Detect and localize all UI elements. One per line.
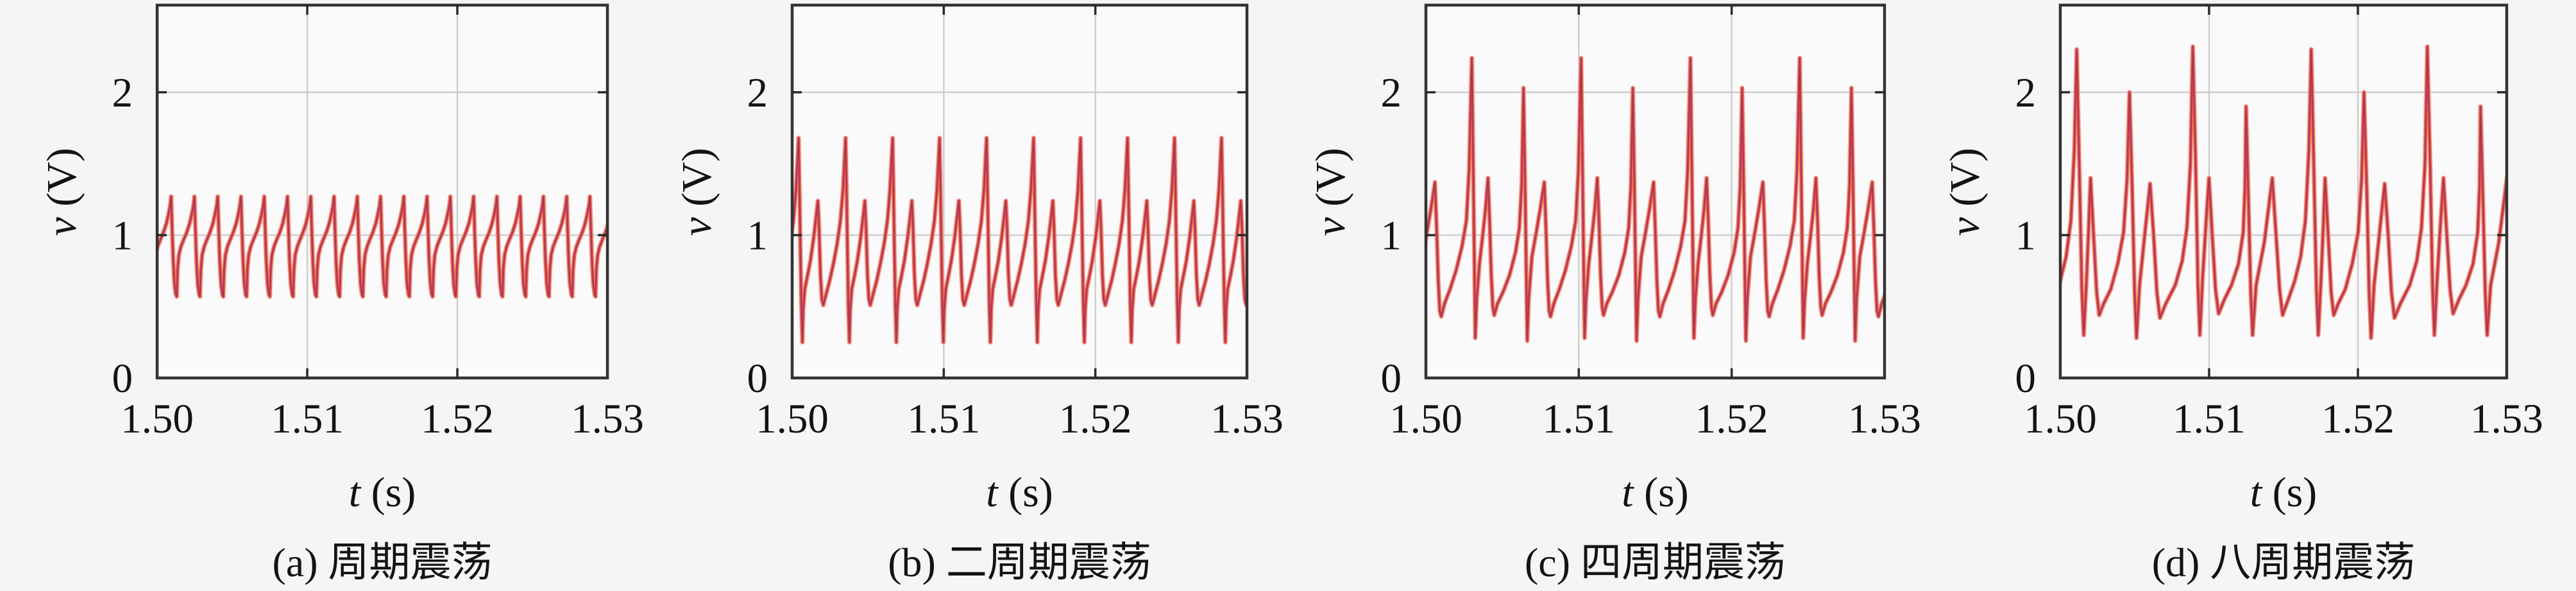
x-axis-unit: (s): [2262, 469, 2318, 516]
x-tick-label: 1.52: [421, 396, 494, 442]
x-tick-label: 1.52: [1059, 396, 1132, 442]
waveform-plot: 1.50 1.51 1.52 1.53 0 1 2: [112, 3, 644, 442]
y-axis-label: v (V): [38, 147, 85, 236]
y-axis-label: v (V): [1307, 147, 1354, 236]
y-tick-label: 1: [747, 212, 768, 259]
y-axis-unit: (V): [674, 147, 720, 217]
y-axis-unit: (V): [38, 147, 85, 217]
subplot-caption: (a) 周期震荡: [272, 540, 493, 585]
y-axis-unit: (V): [1307, 147, 1354, 217]
subplot-caption: (b) 二周期震荡: [888, 540, 1151, 585]
x-tick-label: 1.53: [571, 396, 644, 442]
x-tick-label: 1.51: [907, 396, 980, 442]
x-axis-label: t (s): [349, 472, 416, 514]
axes-box: [2058, 3, 2509, 380]
y-tick-label: 1: [2015, 212, 2037, 259]
subplot-panel-d: 1.50 1.51 1.52 1.53 0 1 2 v (V) t (s) (d) 八周期震…: [1932, 0, 2576, 591]
y-tick-label: 0: [2015, 355, 2037, 402]
y-axis-variable: v: [674, 216, 720, 236]
subplot-caption: (c) 四周期震荡: [1524, 540, 1786, 585]
y-axis-variable: v: [1307, 216, 1354, 236]
x-tick-label: 1.51: [2173, 396, 2246, 442]
y-axis-unit: (V): [1942, 147, 1988, 217]
x-axis-label: t (s): [2250, 472, 2318, 514]
x-axis-variable: t: [986, 469, 998, 516]
x-tick-label: 1.53: [2470, 396, 2543, 442]
subplot-panel-c: 1.50 1.51 1.52 1.53 0 1 2 v (V) t (s) (c) 四周期震…: [1288, 0, 1932, 591]
x-axis-label: t (s): [1622, 472, 1689, 514]
waveform-core-stroke: [158, 196, 606, 297]
x-tick-label: 1.53: [1210, 396, 1284, 442]
x-tick-label: 1.50: [1389, 396, 1462, 442]
subplot-caption: (d) 八周期震荡: [2151, 540, 2416, 585]
y-tick-label: 0: [1381, 355, 1402, 402]
waveform-core-stroke: [1427, 57, 1883, 341]
x-axis-variable: t: [1622, 469, 1634, 516]
x-tick-label: 1.51: [1542, 396, 1615, 442]
waveform-core-stroke: [793, 137, 1246, 343]
x-tick-label: 1.50: [756, 396, 829, 442]
y-tick-label: 0: [747, 355, 768, 402]
y-tick-label: 2: [2015, 70, 2037, 116]
x-tick-label: 1.51: [271, 396, 344, 442]
waveform-plot: 1.50 1.51 1.52 1.53 0 1 2: [2015, 3, 2543, 442]
x-tick-label: 1.50: [121, 396, 194, 442]
axes-box: [155, 3, 609, 380]
plot-area: [157, 5, 607, 378]
y-axis-variable: v: [38, 216, 85, 236]
x-axis-variable: t: [348, 469, 361, 516]
y-tick-label: 2: [112, 70, 133, 116]
y-axis-label: v (V): [1942, 147, 1988, 236]
waveform-core-stroke: [2062, 46, 2505, 339]
x-axis-variable: t: [2250, 469, 2262, 516]
x-tick-label: 1.52: [2321, 396, 2394, 442]
x-axis-unit: (s): [360, 469, 416, 516]
x-axis-unit: (s): [997, 469, 1053, 516]
waveform-plot: 1.50 1.51 1.52 1.53 0 1 2: [1381, 3, 1921, 442]
y-tick-label: 1: [1381, 212, 1402, 259]
subplot-panel-a: 1.50 1.51 1.52 1.53 0 1 2 v (V) t (s) (a) 周期震荡: [0, 0, 644, 591]
waveform-plot: 1.50 1.51 1.52 1.53 0 1 2: [747, 3, 1284, 442]
x-tick-label: 1.53: [1848, 396, 1921, 442]
x-axis-unit: (s): [1633, 469, 1689, 516]
x-tick-label: 1.52: [1695, 396, 1768, 442]
y-tick-label: 2: [1381, 70, 1402, 116]
subplot-panel-b: 1.50 1.51 1.52 1.53 0 1 2 v (V) t (s) (b) 二周期震…: [644, 0, 1288, 591]
axes-box: [790, 3, 1249, 380]
y-axis-variable: v: [1942, 216, 1988, 236]
y-tick-label: 1: [112, 212, 133, 259]
x-axis-label: t (s): [986, 472, 1053, 514]
x-tick-label: 1.50: [2024, 396, 2097, 442]
y-tick-label: 0: [112, 355, 133, 402]
y-tick-label: 2: [747, 70, 768, 116]
y-axis-label: v (V): [674, 147, 720, 236]
axes-box: [1424, 3, 1886, 380]
